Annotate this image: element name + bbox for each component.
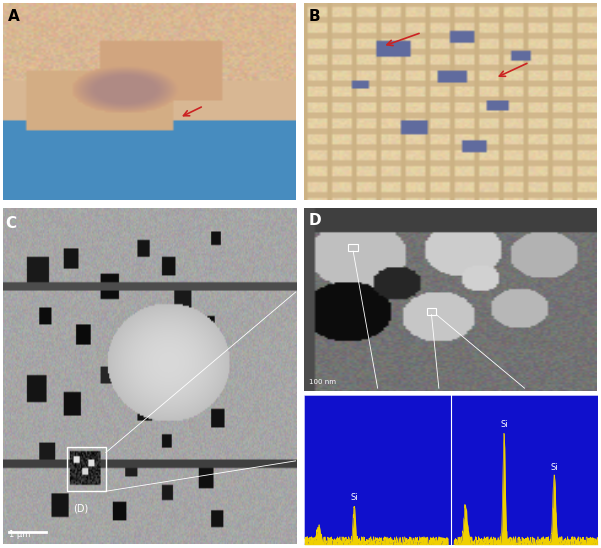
Text: 1 μm: 1 μm	[9, 529, 31, 539]
Text: C: C	[5, 216, 17, 231]
Bar	[427, 308, 436, 315]
Text: 100 nm: 100 nm	[309, 379, 336, 385]
Text: Si: Si	[350, 493, 358, 503]
Bar	[348, 244, 358, 251]
Text: B: B	[309, 9, 321, 24]
Text: Si: Si	[551, 463, 558, 472]
Bar	[67, 447, 106, 491]
Text: A: A	[8, 9, 20, 24]
Text: D: D	[309, 213, 322, 228]
Text: Si: Si	[500, 420, 508, 429]
Text: (D): (D)	[73, 503, 88, 513]
